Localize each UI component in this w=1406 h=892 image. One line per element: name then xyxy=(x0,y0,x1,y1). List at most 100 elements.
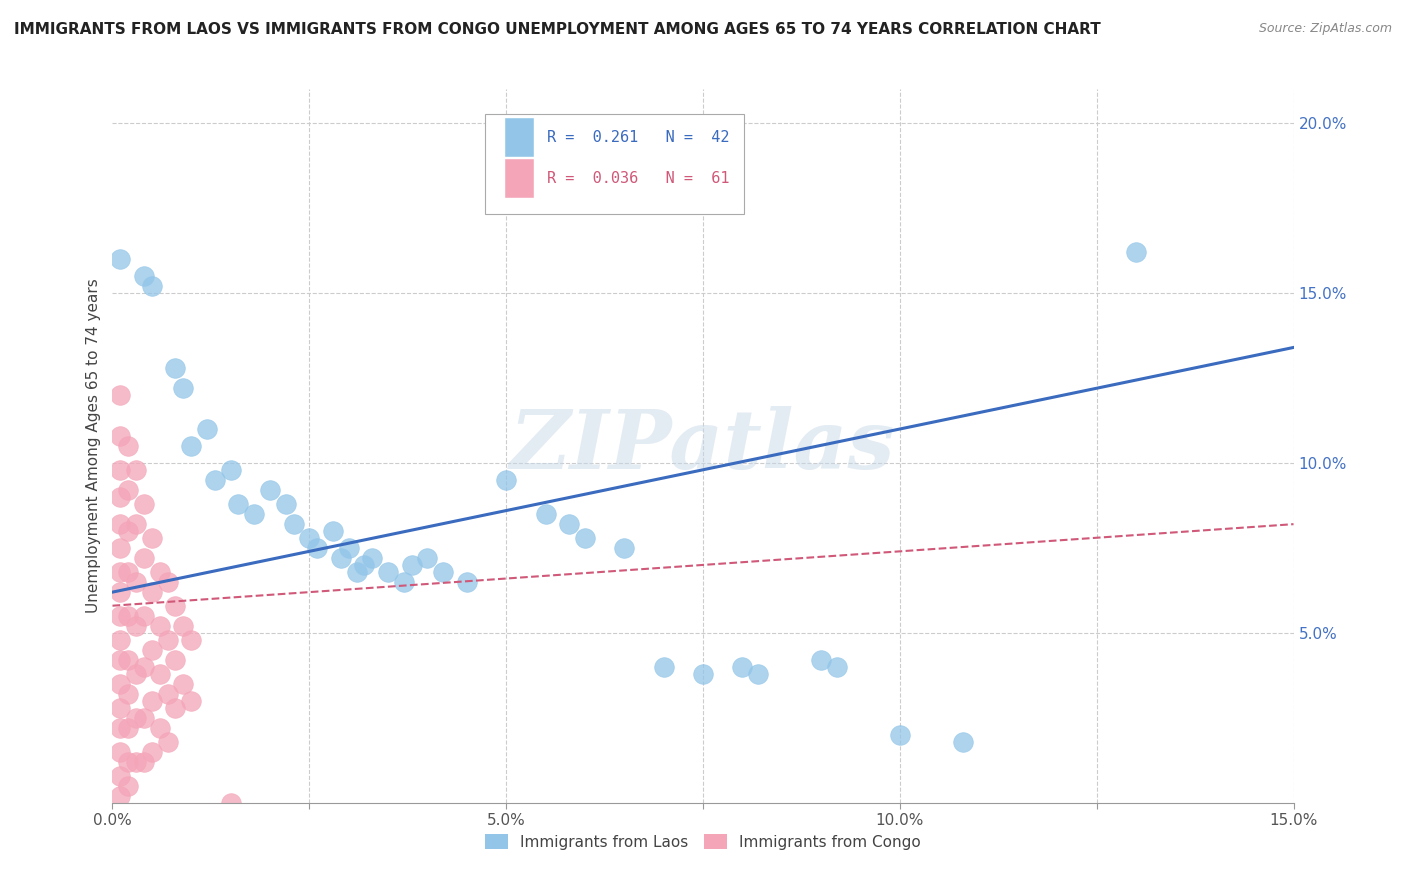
Point xyxy=(219,796,242,810)
Point xyxy=(110,632,132,647)
Point xyxy=(132,711,155,725)
Point xyxy=(416,551,439,566)
Point xyxy=(825,660,848,674)
Point xyxy=(204,473,226,487)
Point xyxy=(110,388,132,402)
Point xyxy=(149,565,172,579)
Point xyxy=(156,687,179,701)
Point xyxy=(110,700,132,714)
Point xyxy=(401,558,423,572)
Point xyxy=(110,789,132,803)
Point xyxy=(274,497,297,511)
Point xyxy=(456,574,478,589)
Point xyxy=(117,653,139,667)
Point xyxy=(117,483,139,498)
Point xyxy=(132,551,155,566)
Point xyxy=(110,769,132,783)
Bar xyxy=(505,118,534,157)
Point xyxy=(172,619,194,633)
Legend: Immigrants from Laos, Immigrants from Congo: Immigrants from Laos, Immigrants from Co… xyxy=(479,828,927,855)
Point xyxy=(283,517,305,532)
Point xyxy=(180,632,202,647)
Point xyxy=(165,360,187,375)
Point xyxy=(337,541,360,555)
Point xyxy=(180,439,202,453)
Point xyxy=(110,565,132,579)
Point xyxy=(117,608,139,623)
Bar xyxy=(505,159,534,198)
Point xyxy=(110,490,132,504)
Point xyxy=(149,666,172,681)
Point xyxy=(165,653,187,667)
Point xyxy=(613,541,636,555)
Text: IMMIGRANTS FROM LAOS VS IMMIGRANTS FROM CONGO UNEMPLOYMENT AMONG AGES 65 TO 74 Y: IMMIGRANTS FROM LAOS VS IMMIGRANTS FROM … xyxy=(14,22,1101,37)
Point xyxy=(117,439,139,453)
Point xyxy=(110,463,132,477)
Point xyxy=(747,666,769,681)
Point xyxy=(322,524,344,538)
Point xyxy=(110,608,132,623)
Point xyxy=(117,755,139,769)
Point xyxy=(110,429,132,443)
Point xyxy=(353,558,375,572)
Point xyxy=(1125,245,1147,260)
Point xyxy=(141,643,163,657)
Point xyxy=(377,565,399,579)
Point xyxy=(125,574,148,589)
Text: Source: ZipAtlas.com: Source: ZipAtlas.com xyxy=(1258,22,1392,36)
Point xyxy=(534,507,557,521)
Point xyxy=(361,551,384,566)
Point xyxy=(141,694,163,708)
Point xyxy=(495,473,517,487)
Point xyxy=(110,745,132,759)
Point xyxy=(156,632,179,647)
Point xyxy=(141,745,163,759)
Point xyxy=(392,574,415,589)
Point xyxy=(149,721,172,735)
Point xyxy=(810,653,832,667)
Point xyxy=(141,279,163,293)
Point xyxy=(165,700,187,714)
Point xyxy=(172,381,194,395)
Point xyxy=(141,531,163,545)
Point xyxy=(558,517,581,532)
Point xyxy=(110,677,132,691)
Point xyxy=(307,541,329,555)
Point xyxy=(117,779,139,793)
Point xyxy=(731,660,754,674)
Point xyxy=(132,755,155,769)
Point xyxy=(117,565,139,579)
Point xyxy=(141,585,163,599)
Point xyxy=(346,565,368,579)
Point xyxy=(149,619,172,633)
Point xyxy=(259,483,281,498)
Point xyxy=(219,463,242,477)
Point xyxy=(132,660,155,674)
Point xyxy=(156,734,179,748)
Point xyxy=(195,422,218,436)
Point xyxy=(125,463,148,477)
Point xyxy=(117,721,139,735)
Point xyxy=(125,666,148,681)
Point xyxy=(180,694,202,708)
Y-axis label: Unemployment Among Ages 65 to 74 years: Unemployment Among Ages 65 to 74 years xyxy=(86,278,101,614)
Point xyxy=(110,721,132,735)
Point xyxy=(117,524,139,538)
Point xyxy=(125,755,148,769)
Point xyxy=(132,608,155,623)
Point xyxy=(110,585,132,599)
Point xyxy=(172,677,194,691)
Point xyxy=(432,565,454,579)
Point xyxy=(132,497,155,511)
Point xyxy=(117,687,139,701)
Point xyxy=(329,551,352,566)
FancyBboxPatch shape xyxy=(485,114,744,214)
Point xyxy=(125,711,148,725)
Point xyxy=(298,531,321,545)
Point xyxy=(110,517,132,532)
Point xyxy=(692,666,714,681)
Point xyxy=(110,653,132,667)
Point xyxy=(243,507,266,521)
Text: R =  0.261   N =  42: R = 0.261 N = 42 xyxy=(547,130,730,145)
Text: ZIPatlas: ZIPatlas xyxy=(510,406,896,486)
